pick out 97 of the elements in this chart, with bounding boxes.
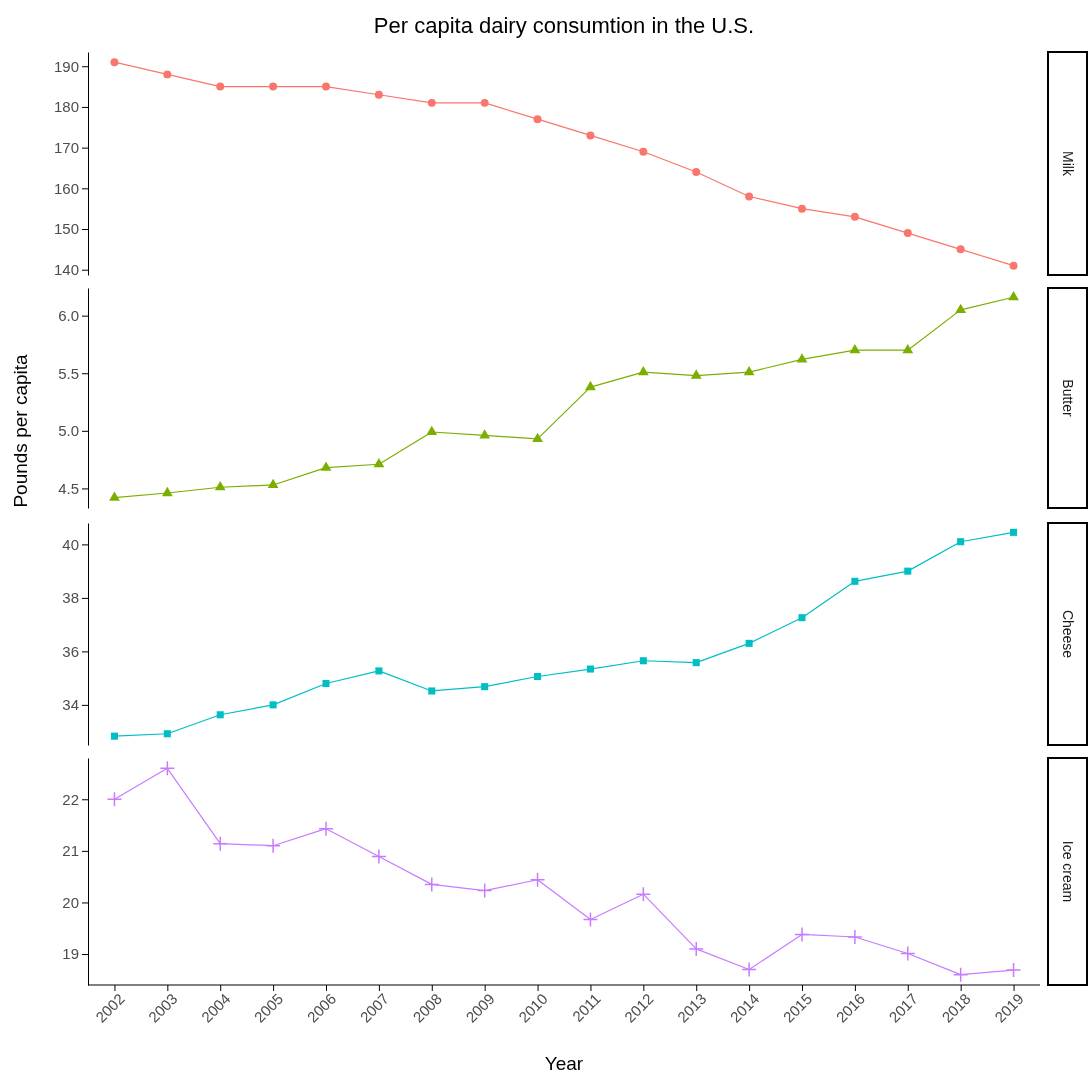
point <box>635 886 652 902</box>
point <box>532 432 543 442</box>
point <box>903 229 912 238</box>
text: Butter <box>1059 379 1076 418</box>
point <box>373 458 385 468</box>
point <box>269 82 278 91</box>
point <box>743 365 755 376</box>
point <box>796 353 808 363</box>
y-tick-label: 150 <box>53 220 79 238</box>
point <box>1010 528 1018 536</box>
point <box>479 429 491 439</box>
y-tick-label: 170 <box>53 138 79 156</box>
point <box>322 679 330 688</box>
point <box>533 115 542 124</box>
point <box>267 478 279 489</box>
point <box>163 70 172 79</box>
y-tick-label: 21 <box>62 842 79 860</box>
y-tick-label: 180 <box>53 98 79 116</box>
y-tick-label: 4.5 <box>58 479 79 497</box>
point <box>851 577 859 585</box>
point <box>426 425 438 436</box>
y-tick-label: 160 <box>53 179 79 197</box>
point <box>427 98 436 107</box>
point <box>110 732 118 740</box>
point <box>692 168 701 177</box>
y-tick-label: 5.5 <box>58 364 79 382</box>
y-tick-label: 36 <box>62 642 79 660</box>
y-tick-label: 19 <box>62 945 79 963</box>
point <box>688 941 704 957</box>
point <box>741 961 757 978</box>
point <box>585 380 596 391</box>
y-tick-label: 190 <box>53 57 79 75</box>
point <box>955 303 967 313</box>
point <box>692 659 700 667</box>
text: Ice cream <box>1059 840 1076 903</box>
point <box>847 929 863 945</box>
point <box>163 730 171 738</box>
y-tick-label: 140 <box>53 261 79 279</box>
point <box>952 966 969 983</box>
point <box>902 343 914 354</box>
text: Cheese <box>1059 609 1076 659</box>
point <box>212 835 228 852</box>
text: Milk <box>1059 151 1076 177</box>
point <box>956 245 965 254</box>
y-tick-label: 34 <box>62 696 79 714</box>
point <box>159 760 176 777</box>
point <box>424 876 440 893</box>
point <box>745 639 753 647</box>
point <box>110 58 119 67</box>
point <box>586 665 594 673</box>
point <box>798 614 806 622</box>
y-tick-label: 20 <box>62 893 79 911</box>
point <box>534 672 542 681</box>
point <box>794 926 810 943</box>
y-tick-label: 38 <box>62 589 79 607</box>
point <box>900 945 916 962</box>
point <box>106 791 123 808</box>
y-axis-title: Pounds per capita <box>10 353 31 508</box>
point <box>480 98 489 107</box>
point <box>320 461 332 471</box>
point <box>322 82 330 91</box>
point <box>582 911 599 928</box>
point <box>428 687 436 695</box>
point <box>957 538 965 546</box>
point <box>639 147 648 156</box>
point <box>1005 962 1022 978</box>
point <box>214 481 226 491</box>
point <box>216 711 224 719</box>
point <box>586 131 595 140</box>
point <box>318 820 334 837</box>
point <box>798 204 806 213</box>
point <box>161 486 173 497</box>
point <box>371 848 387 865</box>
point <box>529 872 546 888</box>
point <box>850 212 859 221</box>
point <box>639 657 647 665</box>
point <box>109 491 120 501</box>
chart-title: Per capita dairy consumtion in the U.S. <box>373 13 755 38</box>
y-tick-label: 5.0 <box>58 422 79 440</box>
point <box>476 882 493 899</box>
point <box>265 837 281 854</box>
y-tick-label: 40 <box>62 535 79 553</box>
point <box>1009 261 1018 270</box>
point <box>375 667 383 675</box>
point <box>690 369 702 379</box>
point <box>216 82 225 91</box>
y-tick-label: 22 <box>62 790 79 808</box>
point <box>481 683 489 691</box>
point <box>745 192 754 201</box>
x-axis-title: Year <box>544 1053 584 1074</box>
point <box>904 567 912 575</box>
point <box>637 365 649 376</box>
point <box>1008 291 1019 301</box>
point <box>374 90 383 99</box>
point <box>269 701 277 709</box>
point <box>849 343 861 354</box>
y-tick-label: 6.0 <box>58 306 79 324</box>
